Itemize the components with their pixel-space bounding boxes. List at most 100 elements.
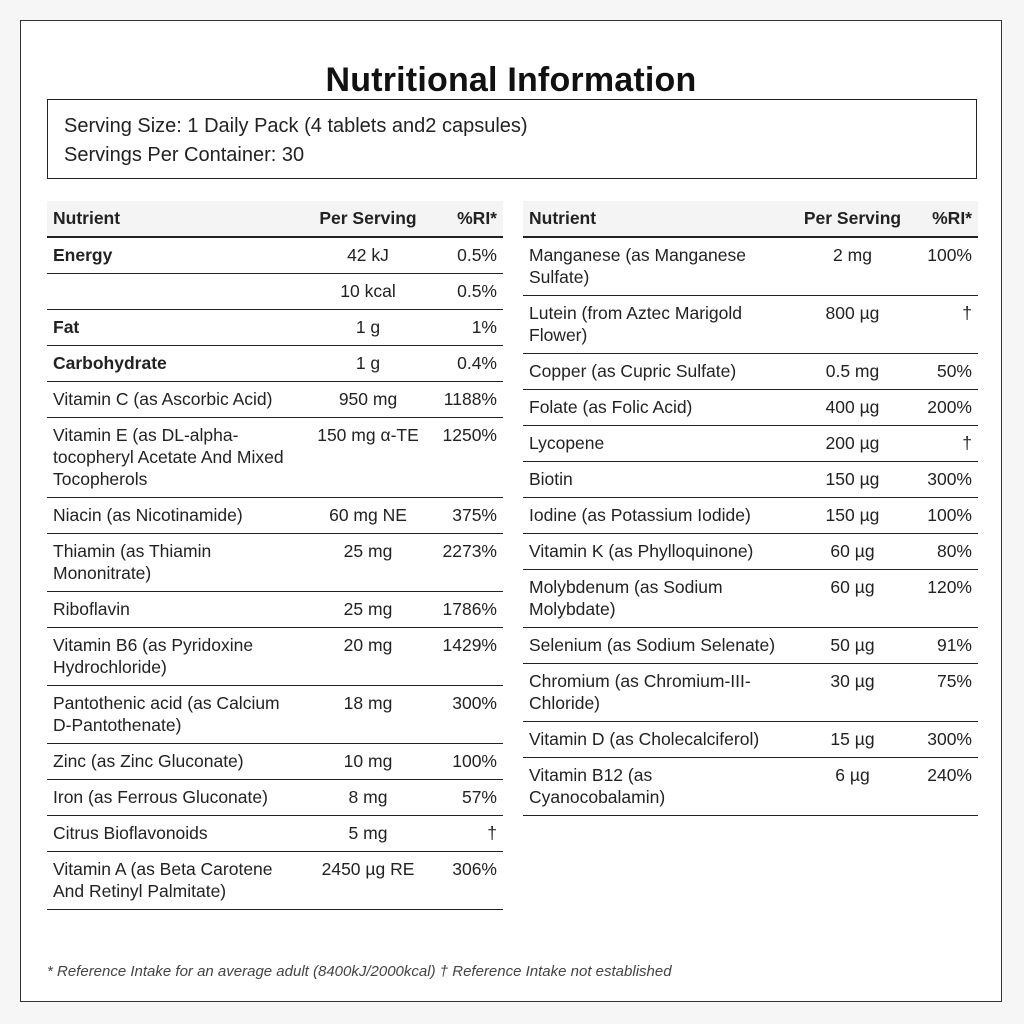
table-row: Vitamin E (as DL-alpha-tocopheryl Acetat… bbox=[47, 417, 503, 498]
per-serving-cell: 60 mg NE bbox=[307, 497, 429, 534]
nutrient-cell: Energy bbox=[47, 237, 307, 274]
ri-cell: 300% bbox=[907, 721, 978, 758]
nutrient-cell: Manganese (as Manganese Sulfate) bbox=[523, 237, 798, 296]
ri-cell: 1% bbox=[429, 309, 503, 346]
per-serving-cell: 5 mg bbox=[307, 815, 429, 852]
per-serving-cell: 30 µg bbox=[797, 663, 908, 722]
nutrient-cell: Iron (as Ferrous Gluconate) bbox=[47, 779, 307, 816]
ri-cell: † bbox=[907, 425, 978, 462]
nutrient-cell: Citrus Bioflavonoids bbox=[47, 815, 307, 852]
nutrient-cell: Vitamin B6 (as Pyridoxine Hydrochloride) bbox=[47, 627, 307, 686]
table-header-row: Nutrient Per Serving %RI* bbox=[523, 201, 978, 238]
per-serving-cell: 200 µg bbox=[797, 425, 908, 462]
nutrient-cell: Iodine (as Potassium Iodide) bbox=[523, 497, 798, 534]
ri-cell: 75% bbox=[907, 663, 978, 722]
nutrient-cell: Vitamin A (as Beta Carotene And Retinyl … bbox=[47, 851, 307, 910]
nutrition-label-card: Nutritional Information Serving Size: 1 … bbox=[20, 20, 1002, 1002]
serving-info-box: Serving Size: 1 Daily Pack (4 tablets an… bbox=[47, 99, 977, 179]
ri-cell: 80% bbox=[907, 533, 978, 570]
table-row: Vitamin K (as Phylloquinone) 60 µg 80% bbox=[523, 533, 978, 570]
table-row: Vitamin C (as Ascorbic Acid) 950 mg 1188% bbox=[47, 381, 503, 418]
per-serving-cell: 8 mg bbox=[307, 779, 429, 816]
nutrient-cell: Vitamin C (as Ascorbic Acid) bbox=[47, 381, 307, 418]
table-row: Iodine (as Potassium Iodide) 150 µg 100% bbox=[523, 497, 978, 534]
table-row: Chromium (as Chromium-III-Chloride) 30 µg… bbox=[523, 663, 978, 722]
table-row: Riboflavin 25 mg 1786% bbox=[47, 591, 503, 628]
nutrient-cell: Vitamin B12 (as Cyanocobalamin) bbox=[523, 757, 798, 816]
nutrient-cell: Fat bbox=[47, 309, 307, 346]
ri-cell: 100% bbox=[907, 237, 978, 296]
table-row: Vitamin B12 (as Cyanocobalamin) 6 µg 240% bbox=[523, 757, 978, 816]
header-per-serving: Per Serving bbox=[307, 201, 429, 238]
per-serving-cell: 1 g bbox=[307, 345, 429, 382]
ri-cell: 375% bbox=[429, 497, 503, 534]
table-row: Selenium (as Sodium Selenate) 50 µg 91% bbox=[523, 627, 978, 664]
nutrient-cell: Folate (as Folic Acid) bbox=[523, 389, 798, 426]
per-serving-cell: 400 µg bbox=[797, 389, 908, 426]
ri-cell: 0.5% bbox=[429, 273, 503, 310]
per-serving-cell: 0.5 mg bbox=[797, 353, 908, 390]
ri-cell: 100% bbox=[429, 743, 503, 780]
per-serving-cell: 10 kcal bbox=[307, 273, 429, 310]
per-serving-cell: 50 µg bbox=[797, 627, 908, 664]
nutrient-cell: Lutein (from Aztec Marigold Flower) bbox=[523, 295, 798, 354]
table-row: Vitamin B6 (as Pyridoxine Hydrochloride)… bbox=[47, 627, 503, 686]
nutrient-cell: Riboflavin bbox=[47, 591, 307, 628]
ri-cell: 100% bbox=[907, 497, 978, 534]
ri-cell: 0.4% bbox=[429, 345, 503, 382]
ri-cell: 1250% bbox=[429, 417, 503, 498]
table-row: Thiamin (as Thiamin Mononitrate) 25 mg 227… bbox=[47, 533, 503, 592]
ri-cell: 120% bbox=[907, 569, 978, 628]
table-header-row: Nutrient Per Serving %RI* bbox=[47, 201, 503, 238]
header-ri: %RI* bbox=[907, 201, 978, 238]
table-row: Copper (as Cupric Sulfate) 0.5 mg 50% bbox=[523, 353, 978, 390]
per-serving-cell: 1 g bbox=[307, 309, 429, 346]
header-ri: %RI* bbox=[429, 201, 503, 238]
table-row: Folate (as Folic Acid) 400 µg 200% bbox=[523, 389, 978, 426]
table-row: Citrus Bioflavonoids 5 mg † bbox=[47, 815, 503, 852]
nutrient-cell: Pantothenic acid (as Calcium D-Pantothen… bbox=[47, 685, 307, 744]
servings-per-container: Servings Per Container: 30 bbox=[64, 144, 305, 166]
per-serving-cell: 42 kJ bbox=[307, 237, 429, 274]
header-nutrient: Nutrient bbox=[47, 201, 307, 238]
per-serving-cell: 150 µg bbox=[797, 461, 908, 498]
table-row: 10 kcal 0.5% bbox=[47, 273, 503, 310]
serving-size: Serving Size: 1 Daily Pack (4 tablets an… bbox=[64, 115, 528, 137]
ri-cell: 57% bbox=[429, 779, 503, 816]
table-row: Pantothenic acid (as Calcium D-Pantothen… bbox=[47, 685, 503, 744]
table-row: Niacin (as Nicotinamide) 60 mg NE 375% bbox=[47, 497, 503, 534]
ri-cell: 2273% bbox=[429, 533, 503, 592]
per-serving-cell: 10 mg bbox=[307, 743, 429, 780]
per-serving-cell: 150 µg bbox=[797, 497, 908, 534]
ri-cell: 240% bbox=[907, 757, 978, 816]
table-row: Carbohydrate 1 g 0.4% bbox=[47, 345, 503, 382]
table-row: Iron (as Ferrous Gluconate) 8 mg 57% bbox=[47, 779, 503, 816]
per-serving-cell: 18 mg bbox=[307, 685, 429, 744]
per-serving-cell: 2 mg bbox=[797, 237, 908, 296]
ri-cell: 91% bbox=[907, 627, 978, 664]
nutrient-cell: Copper (as Cupric Sulfate) bbox=[523, 353, 798, 390]
table-row: Biotin 150 µg 300% bbox=[523, 461, 978, 498]
header-nutrient: Nutrient bbox=[523, 201, 798, 238]
nutrient-cell: Carbohydrate bbox=[47, 345, 307, 382]
per-serving-cell: 950 mg bbox=[307, 381, 429, 418]
nutrient-cell bbox=[47, 273, 307, 310]
nutrient-cell: Thiamin (as Thiamin Mononitrate) bbox=[47, 533, 307, 592]
per-serving-cell: 800 µg bbox=[797, 295, 908, 354]
per-serving-cell: 60 µg bbox=[797, 533, 908, 570]
nutrient-cell: Biotin bbox=[523, 461, 798, 498]
nutrient-cell: Vitamin E (as DL-alpha-tocopheryl Acetat… bbox=[47, 417, 307, 498]
ri-cell: 1429% bbox=[429, 627, 503, 686]
nutrient-table-left: Nutrient Per Serving %RI* Energy 42 kJ 0.5… bbox=[47, 201, 503, 910]
per-serving-cell: 25 mg bbox=[307, 591, 429, 628]
table-row: Vitamin A (as Beta Carotene And Retinyl … bbox=[47, 851, 503, 910]
ri-cell: 300% bbox=[907, 461, 978, 498]
nutrient-cell: Zinc (as Zinc Gluconate) bbox=[47, 743, 307, 780]
footnote: * Reference Intake for an average adult … bbox=[47, 963, 672, 980]
per-serving-cell: 20 mg bbox=[307, 627, 429, 686]
table-row: Lutein (from Aztec Marigold Flower) 800 µ… bbox=[523, 295, 978, 354]
per-serving-cell: 15 µg bbox=[797, 721, 908, 758]
table-row: Lycopene 200 µg † bbox=[523, 425, 978, 462]
per-serving-cell: 150 mg α-TE bbox=[307, 417, 429, 498]
nutrient-cell: Chromium (as Chromium-III-Chloride) bbox=[523, 663, 798, 722]
